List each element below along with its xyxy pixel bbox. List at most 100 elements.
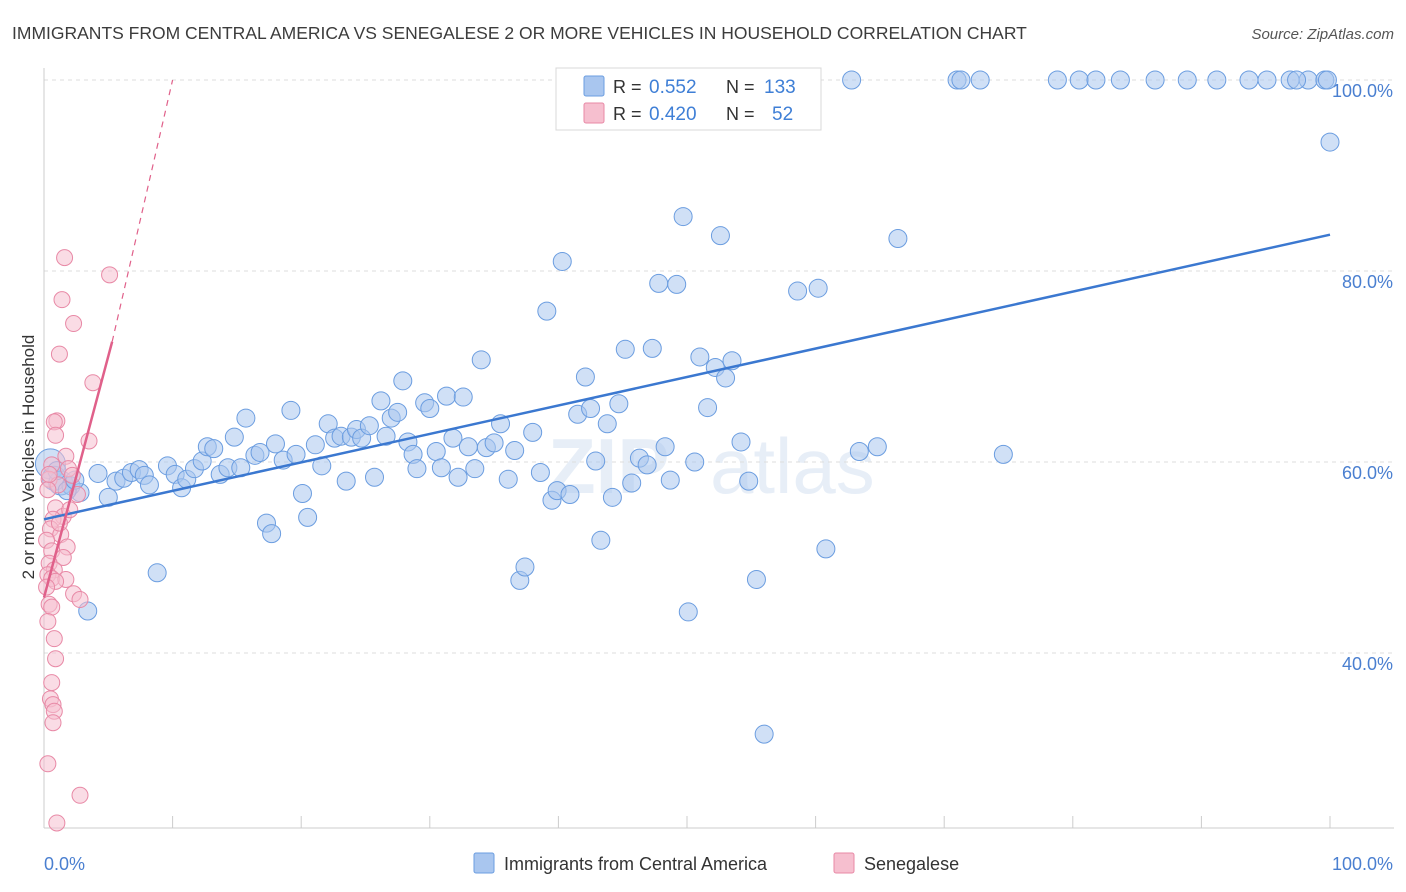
data-point bbox=[1145, 70, 1165, 90]
data-point bbox=[224, 427, 244, 447]
data-point bbox=[816, 539, 836, 559]
trend-line-central-america bbox=[43, 233, 1331, 521]
data-point bbox=[465, 459, 485, 479]
data-point bbox=[139, 475, 159, 495]
data-point bbox=[371, 391, 391, 411]
data-point bbox=[685, 452, 705, 472]
legend-r-label-0: R = bbox=[613, 77, 642, 97]
data-point bbox=[642, 338, 662, 358]
legend-r-value-0: 0.552 bbox=[649, 77, 697, 98]
data-point bbox=[305, 435, 325, 455]
data-point bbox=[47, 426, 65, 444]
data-point bbox=[147, 563, 167, 583]
data-point bbox=[407, 459, 427, 479]
data-point bbox=[437, 386, 457, 406]
data-point bbox=[615, 339, 635, 359]
legend-swatch-senegalese bbox=[583, 102, 605, 124]
bottom-legend-swatch-senegalese bbox=[833, 852, 855, 874]
data-point bbox=[678, 602, 698, 622]
data-point bbox=[537, 301, 557, 321]
y-tick-labels: 40.0% 60.0% 80.0% 100.0% bbox=[1332, 81, 1393, 674]
data-point bbox=[39, 481, 57, 499]
data-point bbox=[236, 408, 256, 428]
data-point bbox=[420, 399, 440, 419]
data-point bbox=[667, 274, 687, 294]
bottom-legend-label-senegalese: Senegalese bbox=[864, 854, 959, 874]
data-point bbox=[609, 394, 629, 414]
data-point bbox=[1287, 70, 1307, 90]
y-tick-label: 60.0% bbox=[1342, 463, 1393, 483]
data-point bbox=[204, 439, 224, 459]
data-point bbox=[56, 249, 74, 267]
data-point bbox=[1110, 70, 1130, 90]
data-point bbox=[40, 465, 58, 483]
source-label: Source: ZipAtlas.com bbox=[1251, 26, 1394, 43]
data-point bbox=[731, 432, 751, 452]
y-tick-label: 100.0% bbox=[1332, 81, 1393, 101]
data-point bbox=[365, 467, 385, 487]
data-point bbox=[292, 484, 312, 504]
series-central-america bbox=[34, 70, 1340, 744]
data-point bbox=[44, 714, 62, 732]
x-tick-labels: 0.0% 100.0% bbox=[44, 854, 1393, 874]
data-point bbox=[530, 463, 550, 483]
data-point bbox=[286, 444, 306, 464]
series-senegalese bbox=[38, 249, 119, 832]
data-point bbox=[673, 207, 693, 227]
data-point bbox=[690, 347, 710, 367]
data-point bbox=[1257, 70, 1277, 90]
data-point bbox=[754, 724, 774, 744]
legend-n-label-1: N = bbox=[726, 104, 755, 124]
data-point bbox=[597, 414, 617, 434]
data-point bbox=[88, 463, 108, 483]
data-point bbox=[515, 557, 535, 577]
data-point bbox=[888, 229, 908, 249]
data-point bbox=[1069, 70, 1089, 90]
data-point bbox=[970, 70, 990, 90]
data-point bbox=[993, 444, 1013, 464]
trend-line-senegalese-extension bbox=[111, 79, 174, 342]
data-point bbox=[471, 350, 491, 370]
data-point bbox=[281, 400, 301, 420]
data-point bbox=[710, 226, 730, 246]
data-point bbox=[739, 471, 759, 491]
y-tick-label: 80.0% bbox=[1342, 272, 1393, 292]
data-point bbox=[867, 437, 887, 457]
data-point bbox=[560, 484, 580, 504]
data-point bbox=[523, 422, 543, 442]
data-point bbox=[1086, 70, 1106, 90]
data-point bbox=[698, 398, 718, 418]
data-point bbox=[586, 451, 606, 471]
data-point bbox=[591, 530, 611, 550]
data-point bbox=[359, 416, 379, 436]
data-point bbox=[48, 814, 66, 832]
legend-n-value-0: 133 bbox=[764, 77, 796, 98]
data-point bbox=[1320, 132, 1340, 152]
data-point bbox=[660, 470, 680, 490]
data-point bbox=[602, 487, 622, 507]
y-tick-label: 40.0% bbox=[1342, 654, 1393, 674]
data-point bbox=[39, 755, 57, 773]
data-point bbox=[552, 251, 572, 271]
data-point bbox=[788, 281, 808, 301]
data-point bbox=[71, 591, 89, 609]
legend-n-label-0: N = bbox=[726, 77, 755, 97]
data-point bbox=[43, 598, 61, 616]
data-point bbox=[649, 273, 669, 293]
data-point bbox=[575, 367, 595, 387]
data-point bbox=[426, 441, 446, 461]
legend-swatch-central-america bbox=[583, 75, 605, 97]
data-point bbox=[1177, 70, 1197, 90]
legend-r-label-1: R = bbox=[613, 104, 642, 124]
data-point bbox=[39, 612, 57, 630]
x-tick-label: 0.0% bbox=[44, 854, 85, 874]
x-tick-label: 100.0% bbox=[1332, 854, 1393, 874]
data-point bbox=[298, 507, 318, 527]
data-point bbox=[1317, 70, 1337, 90]
data-point bbox=[842, 70, 862, 90]
data-point bbox=[65, 315, 83, 333]
bottom-legend-label-central-america: Immigrants from Central America bbox=[504, 854, 768, 874]
data-point bbox=[746, 569, 766, 589]
data-point bbox=[376, 426, 396, 446]
